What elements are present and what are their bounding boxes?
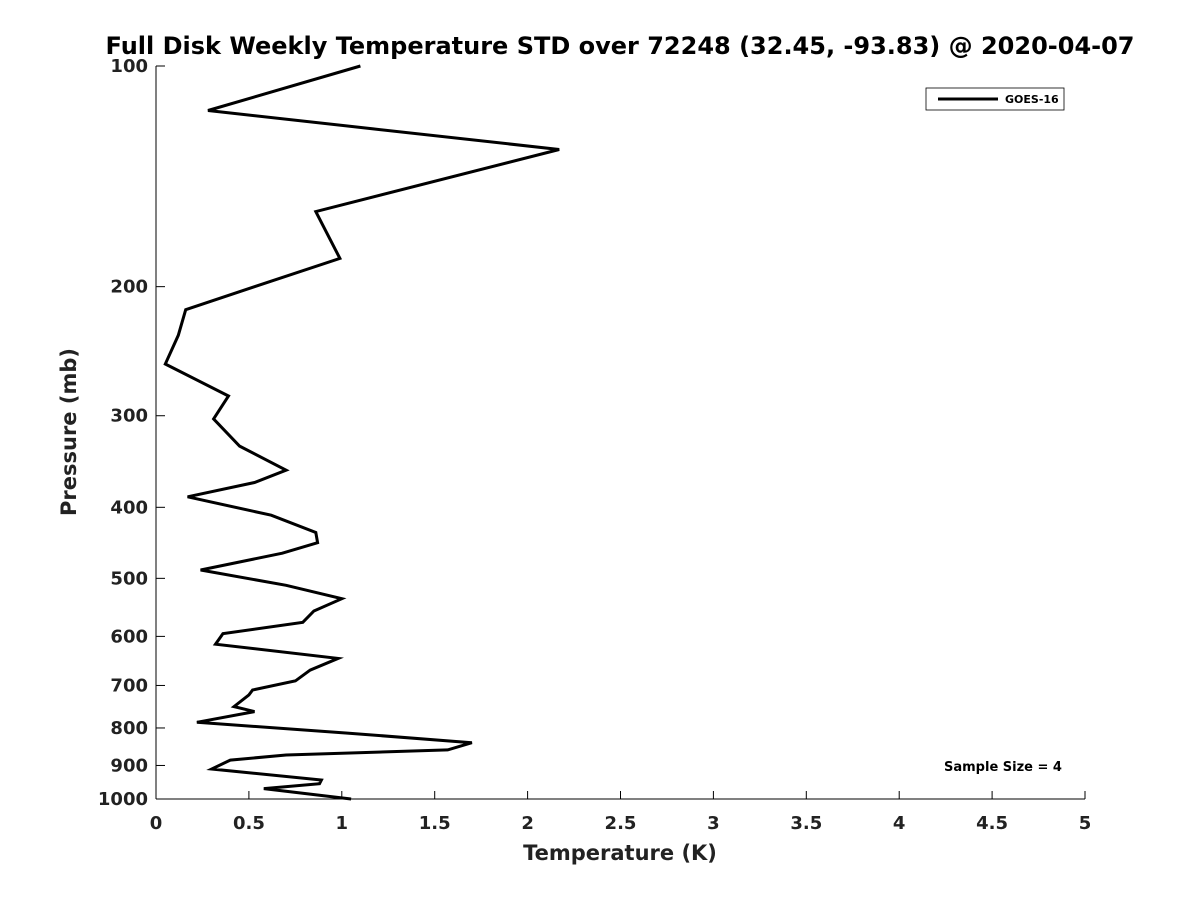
x-tick-label: 5	[1079, 813, 1092, 834]
y-tick-label: 800	[110, 718, 148, 739]
sample-size-annotation: Sample Size = 4	[944, 760, 1062, 775]
x-ticks: 0 0.5 1 1.5 2 2.5 3 3.5 4 4.5 5	[150, 791, 1092, 834]
y-tick-label: 1000	[98, 789, 148, 810]
legend: GOES-16	[925, 87, 1065, 111]
y-tick-label: 300	[110, 406, 148, 427]
x-tick-label: 4.5	[976, 813, 1008, 834]
series-line-goes-16	[163, 64, 560, 801]
y-tick-label: 600	[110, 626, 148, 647]
chart-title: Full Disk Weekly Temperature STD over 72…	[106, 32, 1135, 60]
y-tick-label: 200	[110, 277, 148, 298]
x-tick-label: 0	[150, 813, 163, 834]
y-axis-label: Pressure (mb)	[57, 348, 81, 516]
x-tick-label: 1.5	[419, 813, 451, 834]
x-tick-label: 1	[336, 813, 349, 834]
y-tick-label: 500	[110, 568, 148, 589]
x-tick-label: 2.5	[605, 813, 637, 834]
y-tick-label: 700	[110, 675, 148, 696]
legend-label-goes-16: GOES-16	[1005, 93, 1059, 106]
x-tick-label: 2	[521, 813, 534, 834]
y-tick-label: 400	[110, 497, 148, 518]
x-tick-label: 3	[707, 813, 720, 834]
x-tick-label: 4	[893, 813, 906, 834]
x-tick-label: 0.5	[233, 813, 265, 834]
x-tick-label: 3.5	[790, 813, 822, 834]
x-axis-label: Temperature (K)	[523, 841, 717, 865]
y-tick-label: 900	[110, 755, 148, 776]
y-ticks: 100 200 300 400 500 600 700 800 900 1000	[98, 56, 165, 810]
y-tick-label: 100	[110, 56, 148, 77]
series-layer	[163, 64, 560, 801]
